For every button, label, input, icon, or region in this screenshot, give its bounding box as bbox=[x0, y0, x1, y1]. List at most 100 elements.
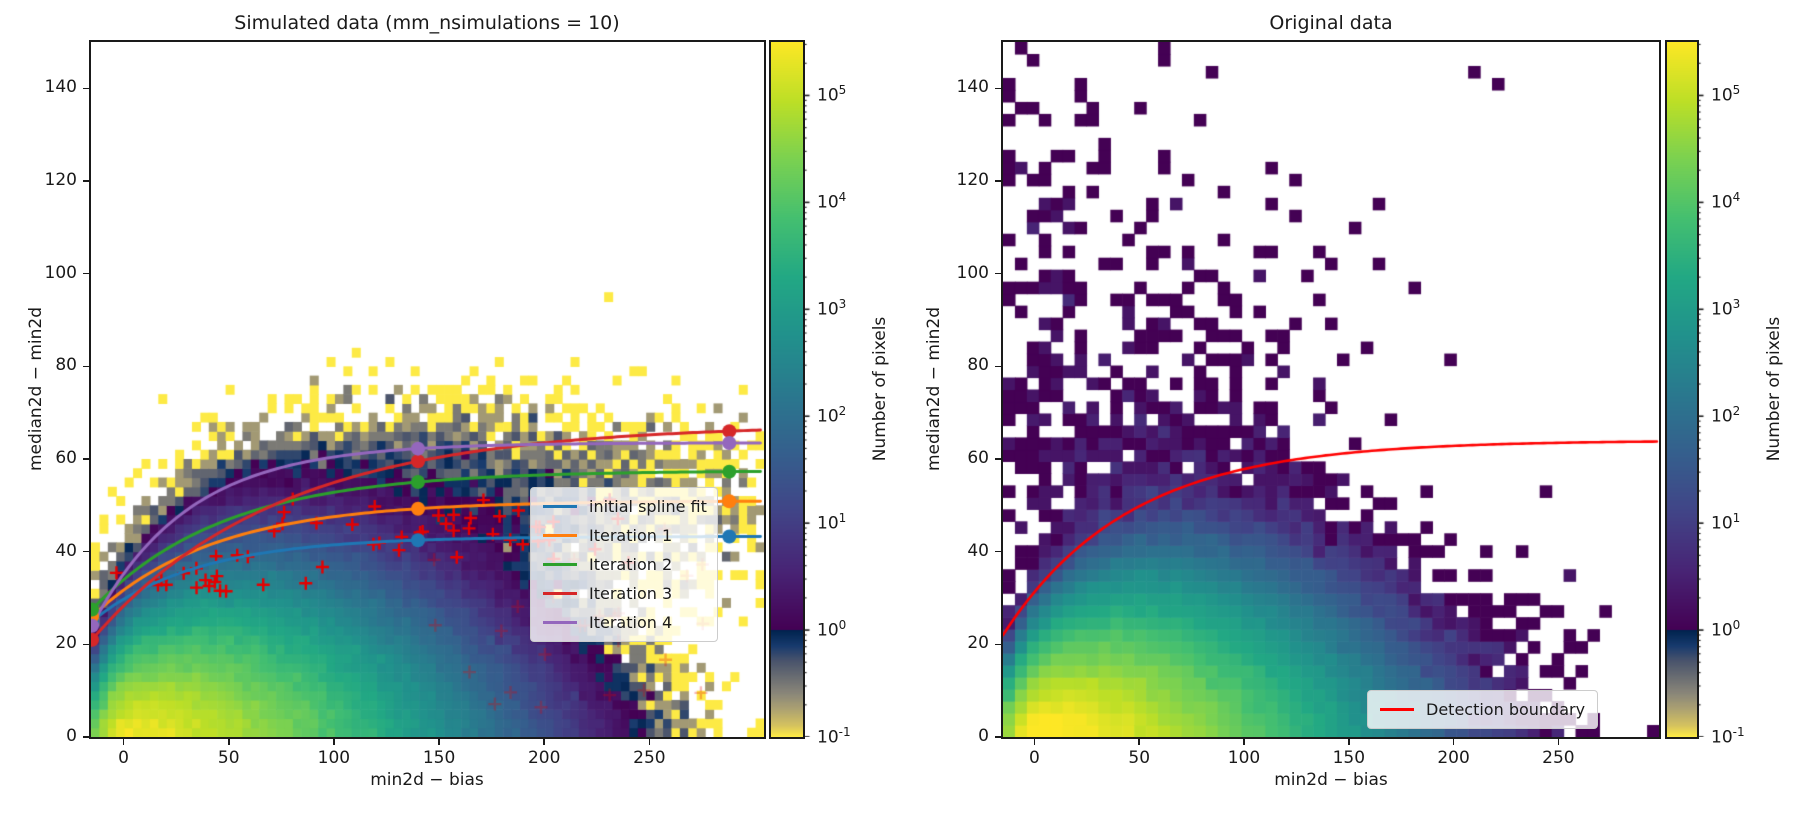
left-colorbar-tick-label: 105 bbox=[817, 83, 847, 107]
legend-line-sample bbox=[543, 534, 577, 537]
right-plot-area bbox=[1001, 40, 1661, 739]
legend-item: Iteration 4 bbox=[533, 608, 715, 637]
left-plot-y-tick-mark bbox=[83, 365, 89, 368]
legend-line-sample bbox=[543, 505, 577, 508]
right-plot-y-tick-label: 140 bbox=[956, 77, 989, 98]
right-plot-y-tick-mark bbox=[995, 365, 1001, 368]
left-plot-x-tick-mark bbox=[122, 739, 125, 745]
right-colorbar-tick-label: 100 bbox=[1711, 618, 1741, 641]
left-plot-y-tick-label: 120 bbox=[44, 170, 77, 190]
left-plot-y-tick-label: 40 bbox=[55, 540, 77, 561]
left-plot-x-tick-label: 250 bbox=[633, 748, 666, 768]
left-plot-x-tick-label: 100 bbox=[317, 748, 351, 768]
right-plot-y-tick-mark bbox=[995, 87, 1001, 90]
left-plot-y-tick-mark bbox=[83, 458, 89, 460]
right-plot-y-tick-label: 80 bbox=[967, 355, 989, 376]
left-plot-legend: initial spline fit Iteration 1 Iteration 2… bbox=[530, 487, 718, 642]
left-plot-x-tick-mark bbox=[228, 739, 230, 745]
left-plot-x-tick-mark bbox=[438, 739, 440, 745]
legend-line-sample bbox=[543, 592, 577, 595]
left-colorbar-tick-label: 102 bbox=[817, 404, 847, 427]
right-plot-title: Original data bbox=[1269, 12, 1393, 34]
legend-item: Iteration 3 bbox=[533, 579, 715, 608]
left-colorbar-ticks bbox=[803, 42, 813, 737]
right-colorbar-tick-label: 101 bbox=[1711, 511, 1741, 534]
right-plot-y-tick-label: 120 bbox=[956, 170, 989, 190]
left-plot-x-tick-mark bbox=[648, 739, 651, 745]
left-plot-x-tick-label: 150 bbox=[422, 748, 456, 768]
right-plot-y-tick-label: 20 bbox=[967, 633, 989, 654]
legend-line-sample bbox=[543, 563, 577, 566]
right-plot-x-tick-mark bbox=[1033, 739, 1036, 745]
left-plot-x-tick-label: 50 bbox=[217, 748, 240, 768]
right-colorbar-tick-label: 103 bbox=[1711, 297, 1741, 320]
left-plot-y-tick-label: 20 bbox=[55, 633, 77, 654]
left-colorbar-tick-label: 100 bbox=[817, 618, 847, 641]
left-colorbar-label: Number of pixels bbox=[870, 316, 890, 462]
right-x-axis-label: min2d − bias bbox=[1274, 770, 1388, 790]
left-plot-y-tick-mark bbox=[83, 87, 89, 90]
left-plot-y-tick-label: 60 bbox=[55, 448, 77, 468]
right-plot-legend: Detection boundary bbox=[1367, 690, 1599, 729]
left-plot-x-tick-label: 0 bbox=[118, 748, 129, 768]
legend-label: Iteration 1 bbox=[589, 526, 673, 545]
left-plot-y-tick-label: 100 bbox=[44, 262, 77, 283]
left-colorbar-gradient bbox=[771, 42, 803, 737]
left-plot-x-tick-mark bbox=[543, 739, 545, 745]
left-plot-y-tick-label: 140 bbox=[44, 77, 77, 98]
right-plot-x-tick-label: 50 bbox=[1128, 748, 1151, 768]
left-plot-y-tick-label: 0 bbox=[66, 726, 77, 746]
right-colorbar-tick-label: 104 bbox=[1711, 190, 1741, 214]
right-plot-y-tick-label: 60 bbox=[967, 448, 989, 468]
right-histogram-canvas bbox=[1003, 42, 1659, 737]
right-colorbar-tick-label: 102 bbox=[1711, 404, 1741, 427]
left-x-axis-label: min2d − bias bbox=[370, 770, 484, 790]
right-colorbar-label: Number of pixels bbox=[1764, 316, 1784, 462]
left-plot-y-tick-label: 80 bbox=[55, 355, 77, 376]
left-plot-y-tick-mark bbox=[83, 643, 89, 646]
legend-label: Detection boundary bbox=[1426, 700, 1586, 719]
right-plot-x-tick-label: 150 bbox=[1332, 748, 1366, 768]
right-plot-y-tick-label: 0 bbox=[978, 726, 989, 746]
left-plot-y-tick-mark bbox=[83, 550, 89, 553]
legend-label: Iteration 3 bbox=[589, 584, 673, 603]
left-plot-x-tick-mark bbox=[333, 739, 335, 745]
right-plot-x-tick-mark bbox=[1557, 739, 1560, 745]
left-plot-y-tick-mark bbox=[83, 736, 89, 738]
right-plot-x-tick-mark bbox=[1138, 739, 1140, 745]
left-colorbar-tick-label: 103 bbox=[817, 297, 847, 320]
right-plot-y-tick-mark bbox=[995, 643, 1001, 646]
right-colorbar-tick-label: 105 bbox=[1711, 83, 1741, 107]
legend-item: Iteration 2 bbox=[533, 550, 715, 579]
right-colorbar-ticks bbox=[1697, 42, 1707, 737]
left-plot-title: Simulated data (mm_nsimulations = 10) bbox=[234, 12, 620, 34]
left-plot-y-tick-mark bbox=[83, 272, 89, 275]
left-colorbar-tick-label: 104 bbox=[817, 190, 847, 214]
right-plot-y-tick-mark bbox=[995, 272, 1001, 275]
legend-label: Iteration 4 bbox=[589, 613, 673, 632]
right-plot-y-tick-mark bbox=[995, 180, 1001, 182]
legend-item: initial spline fit bbox=[533, 492, 715, 521]
legend-item: Iteration 1 bbox=[533, 521, 715, 550]
legend-label: Iteration 2 bbox=[589, 555, 673, 574]
right-plot-y-tick-label: 100 bbox=[956, 262, 989, 283]
right-colorbar bbox=[1665, 40, 1699, 739]
right-plot-y-tick-mark bbox=[995, 550, 1001, 553]
legend-line-sample bbox=[543, 621, 577, 624]
right-plot-y-tick-mark bbox=[995, 458, 1001, 460]
right-plot-x-tick-label: 100 bbox=[1227, 748, 1261, 768]
left-plot-x-tick-label: 200 bbox=[527, 748, 561, 768]
right-y-axis-label: median2d − min2d bbox=[924, 306, 944, 472]
left-colorbar-tick-label: 10-1 bbox=[817, 725, 851, 748]
legend-item: Detection boundary bbox=[1370, 695, 1595, 724]
legend-line-sample bbox=[1380, 708, 1414, 711]
right-plot-y-tick-mark bbox=[995, 736, 1001, 738]
right-plot-x-tick-mark bbox=[1452, 739, 1455, 745]
right-plot-x-tick-label: 250 bbox=[1542, 748, 1575, 768]
right-plot-x-tick-label: 200 bbox=[1437, 748, 1470, 768]
right-colorbar-tick-label: 10-1 bbox=[1711, 725, 1745, 748]
left-colorbar-tick-label: 101 bbox=[817, 511, 847, 534]
right-plot-x-tick-label: 0 bbox=[1029, 748, 1040, 768]
left-plot-area bbox=[89, 40, 766, 739]
right-colorbar-gradient bbox=[1667, 42, 1697, 737]
